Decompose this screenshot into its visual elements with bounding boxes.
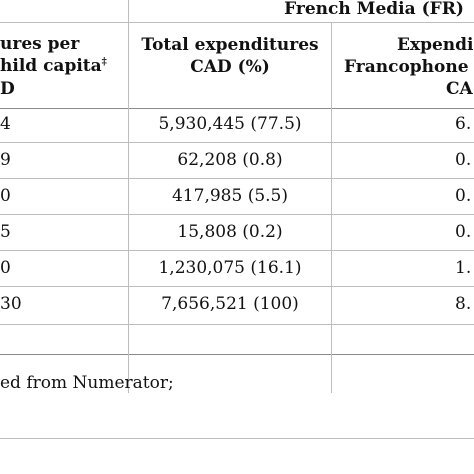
- col-separator-1: [128, 0, 129, 393]
- row1-col0: 4: [0, 114, 11, 134]
- rule-row-5: [0, 286, 474, 287]
- col1-header-line2: CAD (%): [190, 57, 270, 77]
- rule-row-6: [0, 324, 474, 325]
- rule-row-2: [0, 178, 474, 179]
- col2-header-line2: Francophone: [344, 57, 469, 77]
- row4-col2: 0.: [455, 222, 472, 242]
- col2-header-line3: CA: [446, 79, 473, 99]
- row2-col2: 0.: [455, 150, 472, 170]
- col0-header-line3: D: [0, 79, 15, 99]
- double-dagger-footnote-marker: ‡: [101, 56, 107, 68]
- col1-header-line1: Total expenditures: [141, 35, 319, 55]
- rule-top-group: [0, 22, 474, 23]
- row2-col0: 9: [0, 150, 11, 170]
- row5-col1: 1,230,075 (16.1): [158, 258, 302, 278]
- col0-header-line2: hild capita‡: [0, 56, 107, 77]
- row1-col2: 6.: [455, 114, 472, 134]
- table-footnote: ed from Numerator;: [0, 373, 174, 393]
- col2-header-line1: Expendi: [397, 35, 474, 55]
- rule-row-4: [0, 250, 474, 251]
- rule-footnote-bottom: [0, 438, 474, 439]
- row3-col1: 417,985 (5.5): [171, 186, 289, 206]
- col-separator-2: [331, 22, 332, 393]
- col0-header-line2-text: hild capita: [0, 56, 102, 76]
- row1-col1: 5,930,445 (77.5): [158, 114, 302, 134]
- row6-col2: 8.: [455, 294, 472, 314]
- rule-table-bottom: [0, 354, 474, 355]
- group-header-french-media: French Media (FR): [284, 0, 464, 19]
- row6-col0: 30: [0, 294, 22, 314]
- row4-col1: 15,808 (0.2): [177, 222, 283, 242]
- rule-row-3: [0, 214, 474, 215]
- row2-col1: 62,208 (0.8): [177, 150, 283, 170]
- row3-col2: 0.: [455, 186, 472, 206]
- row4-col0: 5: [0, 222, 11, 242]
- rule-header-bottom: [0, 108, 474, 109]
- row5-col2: 1.: [455, 258, 472, 278]
- row3-col0: 0: [0, 186, 11, 206]
- col0-header-line1: ures per: [0, 34, 80, 54]
- row6-col1: 7,656,521 (100): [161, 294, 299, 314]
- row5-col0: 0: [0, 258, 11, 278]
- rule-row-1: [0, 142, 474, 143]
